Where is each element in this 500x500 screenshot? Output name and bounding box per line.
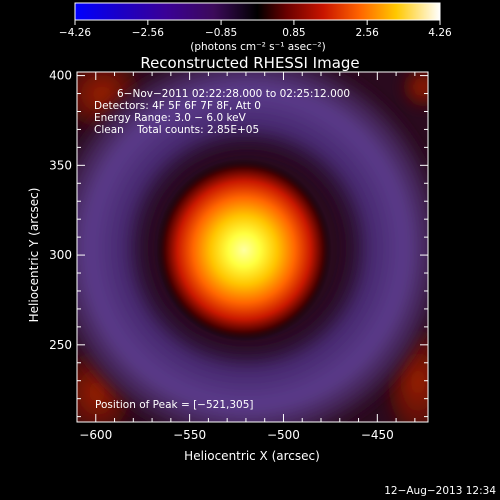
- annotation-clean-counts: Clean Total counts: 2.85E+05: [94, 124, 259, 136]
- corner-emission-top-right: [398, 72, 428, 112]
- colorbar-tick-label: 4.26: [428, 27, 452, 39]
- colorbar-tick-label: −4.26: [59, 27, 91, 39]
- colorbar-gradient: [74, 2, 441, 21]
- plot-frame: [76, 71, 429, 423]
- y-tick-label: 300: [49, 248, 72, 262]
- colorbar-tick-label: 2.56: [355, 27, 379, 39]
- colorbar: −4.26 −2.56 −0.85 0.85 2.56 4.26 (photons cm⁻…: [59, 2, 452, 53]
- annotation-peak-position: Position of Peak = [−521,305]: [95, 399, 254, 411]
- annotation-detectors: Detectors: 4F 5F 6F 7F 8F, Att 0: [94, 100, 261, 112]
- annotation-time-range: 6−Nov−2011 02:22:28.000 to 02:25:12.000: [117, 88, 350, 100]
- y-axis-ticks: 250 300 350 400: [49, 69, 428, 418]
- colorbar-ticks: −4.26 −2.56 −0.85 0.85 2.56 4.26: [59, 20, 452, 39]
- plot-area: −600 −550 −500 −450 250 300 350 400 6−Nov−2011…: [49, 69, 429, 442]
- colorbar-tick-label: −0.85: [205, 27, 237, 39]
- colorbar-unit-label: (photons cm⁻² s⁻¹ asec⁻²): [190, 41, 325, 53]
- x-tick-label: −550: [173, 428, 206, 442]
- x-tick-label: −500: [267, 428, 300, 442]
- heatmap-image: [77, 72, 428, 422]
- x-axis-ticks: −600 −550 −500 −450: [76, 72, 416, 442]
- y-tick-label: 250: [49, 338, 72, 352]
- x-tick-label: −600: [79, 428, 112, 442]
- x-axis-label: Heliocentric X (arcsec): [184, 449, 320, 463]
- chart-title: Reconstructed RHESSI Image: [140, 54, 359, 72]
- emission-core: [156, 159, 332, 342]
- y-axis-label: Heliocentric Y (arcsec): [27, 188, 41, 323]
- annotation-energy-range: Energy Range: 3.0 − 6.0 keV: [94, 112, 247, 124]
- colorbar-tick-label: −2.56: [132, 27, 164, 39]
- y-tick-label: 400: [49, 69, 72, 83]
- y-tick-label: 350: [49, 158, 72, 172]
- colorbar-tick-label: 0.85: [282, 27, 305, 39]
- footer-date: 12−Aug−2013 12:34: [384, 485, 496, 497]
- x-tick-label: −450: [361, 428, 394, 442]
